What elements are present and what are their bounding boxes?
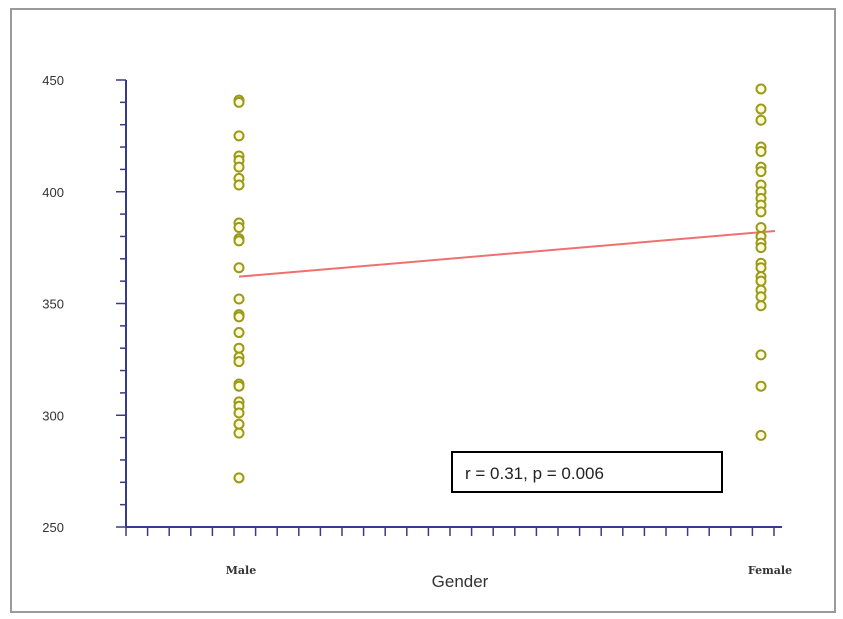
- stat-annotation-text: r = 0.31, p = 0.006: [465, 464, 604, 483]
- data-point: [233, 407, 245, 419]
- y-tick-label: 350: [42, 297, 64, 312]
- data-point: [233, 235, 245, 247]
- y-tick-label: 250: [42, 520, 64, 535]
- data-point: [233, 130, 245, 142]
- data-point: [233, 96, 245, 108]
- data-point: [755, 114, 767, 126]
- data-point: [755, 242, 767, 254]
- x-category-labels: Male Female: [226, 564, 792, 577]
- data-point: [233, 356, 245, 368]
- trend-line: [238, 229, 776, 278]
- y-tick-label: 400: [42, 185, 64, 200]
- y-tick-label: 450: [42, 73, 64, 88]
- data-points: [233, 83, 767, 484]
- data-point: [755, 291, 767, 303]
- data-point: [755, 222, 767, 234]
- x-category-label: Female: [748, 564, 792, 577]
- x-category-label: Male: [226, 564, 256, 577]
- data-point: [233, 472, 245, 484]
- data-point: [755, 166, 767, 178]
- chart-frame: 250 300 350 400 450 Male Female r = 0.31, p =…: [10, 8, 836, 613]
- y-tick-label: 300: [42, 408, 64, 423]
- data-point: [755, 262, 767, 274]
- data-point: [755, 380, 767, 392]
- data-point: [755, 83, 767, 95]
- data-point: [233, 161, 245, 173]
- data-point: [755, 300, 767, 312]
- data-point: [233, 327, 245, 339]
- data-point: [755, 103, 767, 115]
- scatter-chart: 250 300 350 400 450 Male Female r = 0.31, p =…: [42, 73, 792, 591]
- data-point: [233, 311, 245, 323]
- data-point: [755, 146, 767, 158]
- data-point: [233, 222, 245, 234]
- data-point: [755, 206, 767, 218]
- x-axis-title: Gender: [432, 572, 489, 591]
- data-point: [233, 179, 245, 191]
- data-point: [233, 427, 245, 439]
- data-point: [233, 262, 245, 274]
- data-point: [755, 275, 767, 287]
- data-point: [233, 293, 245, 305]
- stat-annotation-box: [451, 451, 723, 493]
- data-point: [233, 418, 245, 430]
- data-point: [233, 380, 245, 392]
- data-point: [233, 342, 245, 354]
- y-tick-labels: 250 300 350 400 450: [42, 73, 64, 535]
- data-point: [755, 349, 767, 361]
- data-point: [755, 429, 767, 441]
